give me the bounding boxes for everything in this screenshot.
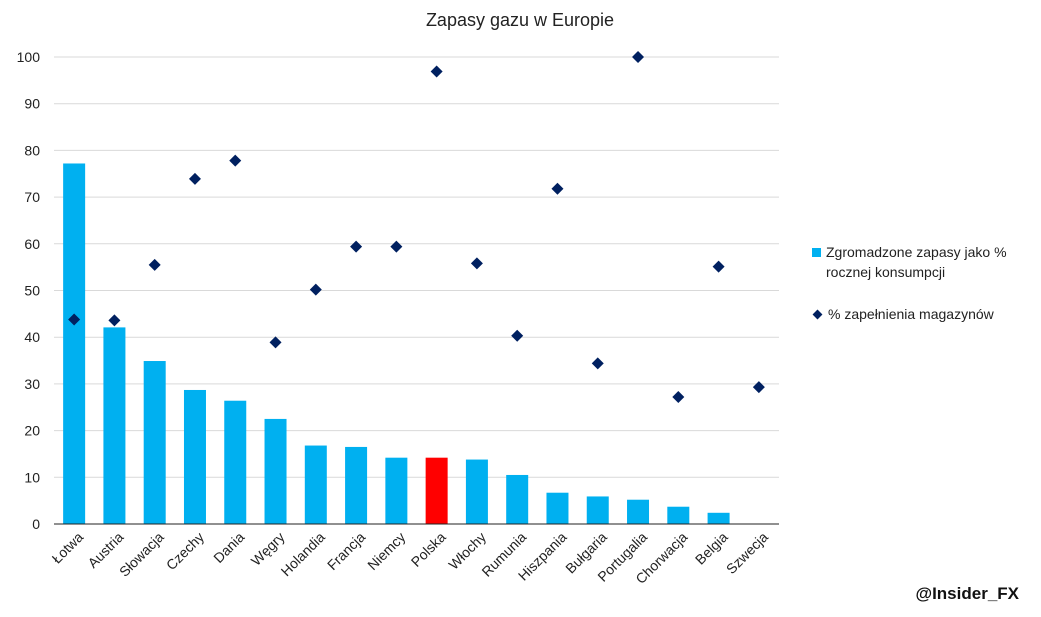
y-tick-label: 60 [24,236,40,252]
bar [465,459,488,524]
marker-point [511,329,524,342]
marker-point [470,257,483,270]
marker-point [108,314,121,327]
bar [224,400,247,524]
y-tick-label: 20 [24,423,40,439]
y-tick-label: 10 [24,469,40,485]
marker-point [390,240,403,253]
bar [345,446,368,524]
x-tick-label: Niemcy [364,529,408,573]
legend-bar-swatch [812,248,821,257]
bar [103,327,126,524]
legend-marker-label: % zapełnienia magazynów [828,306,994,322]
grid-lines [54,56,779,478]
chart-title: Zapasy gazu w Europie [426,10,614,30]
legend-bar-label: Zgromadzone zapasy jako % rocznej konsum… [826,244,1007,280]
marker-point [712,260,725,273]
bar-series [63,163,730,524]
marker-point [350,240,363,253]
legend-diamond-icon [812,309,823,320]
bar [425,457,448,524]
marker-point [229,154,242,167]
marker-point [309,283,322,296]
marker-point [430,65,443,78]
watermark: @Insider_FX [915,584,1020,603]
x-tick-label: Francja [324,529,368,573]
bar [385,457,408,524]
x-tick-label: Belgia [692,529,731,568]
y-tick-label: 40 [24,329,40,345]
bar [506,474,529,524]
x-tick-label: Łotwa [49,529,87,567]
marker-point [591,357,604,370]
legend-item-bars: Zgromadzone zapasy jako % rocznej konsum… [812,242,1037,282]
y-tick-label: 0 [32,516,40,532]
y-tick-label: 70 [24,189,40,205]
bar [304,445,327,524]
y-tick-label: 90 [24,96,40,112]
legend: Zgromadzone zapasy jako % rocznej konsum… [812,242,1037,346]
marker-point [148,258,161,271]
y-tick-label: 80 [24,142,40,158]
y-tick-label: 50 [24,283,40,299]
marker-point [68,313,81,326]
bar [667,506,690,524]
legend-item-markers: % zapełnienia magazynów [812,304,1037,324]
x-tick-label: Polska [408,529,449,570]
marker-point [269,336,282,349]
bar [143,361,166,524]
bar [707,512,730,524]
y-axis-ticks: 0 10 20 30 40 50 60 70 80 90 100 [17,49,41,532]
x-tick-label: Słowacja [116,529,167,580]
y-tick-label: 100 [17,49,41,65]
marker-point [672,390,685,403]
bar [546,492,569,524]
marker-series [68,51,765,403]
x-tick-label: Dania [210,529,247,566]
bar [264,418,287,524]
bar [63,163,86,524]
marker-point [752,381,765,394]
y-tick-label: 30 [24,376,40,392]
x-tick-label: Holandia [278,529,329,580]
marker-point [188,172,201,185]
x-tick-label: Czechy [163,529,207,573]
bar [183,389,206,524]
marker-point [551,182,564,195]
marker-point [632,51,645,63]
bar [627,499,650,524]
x-tick-label: Szwecja [723,529,771,577]
bar [586,496,609,524]
